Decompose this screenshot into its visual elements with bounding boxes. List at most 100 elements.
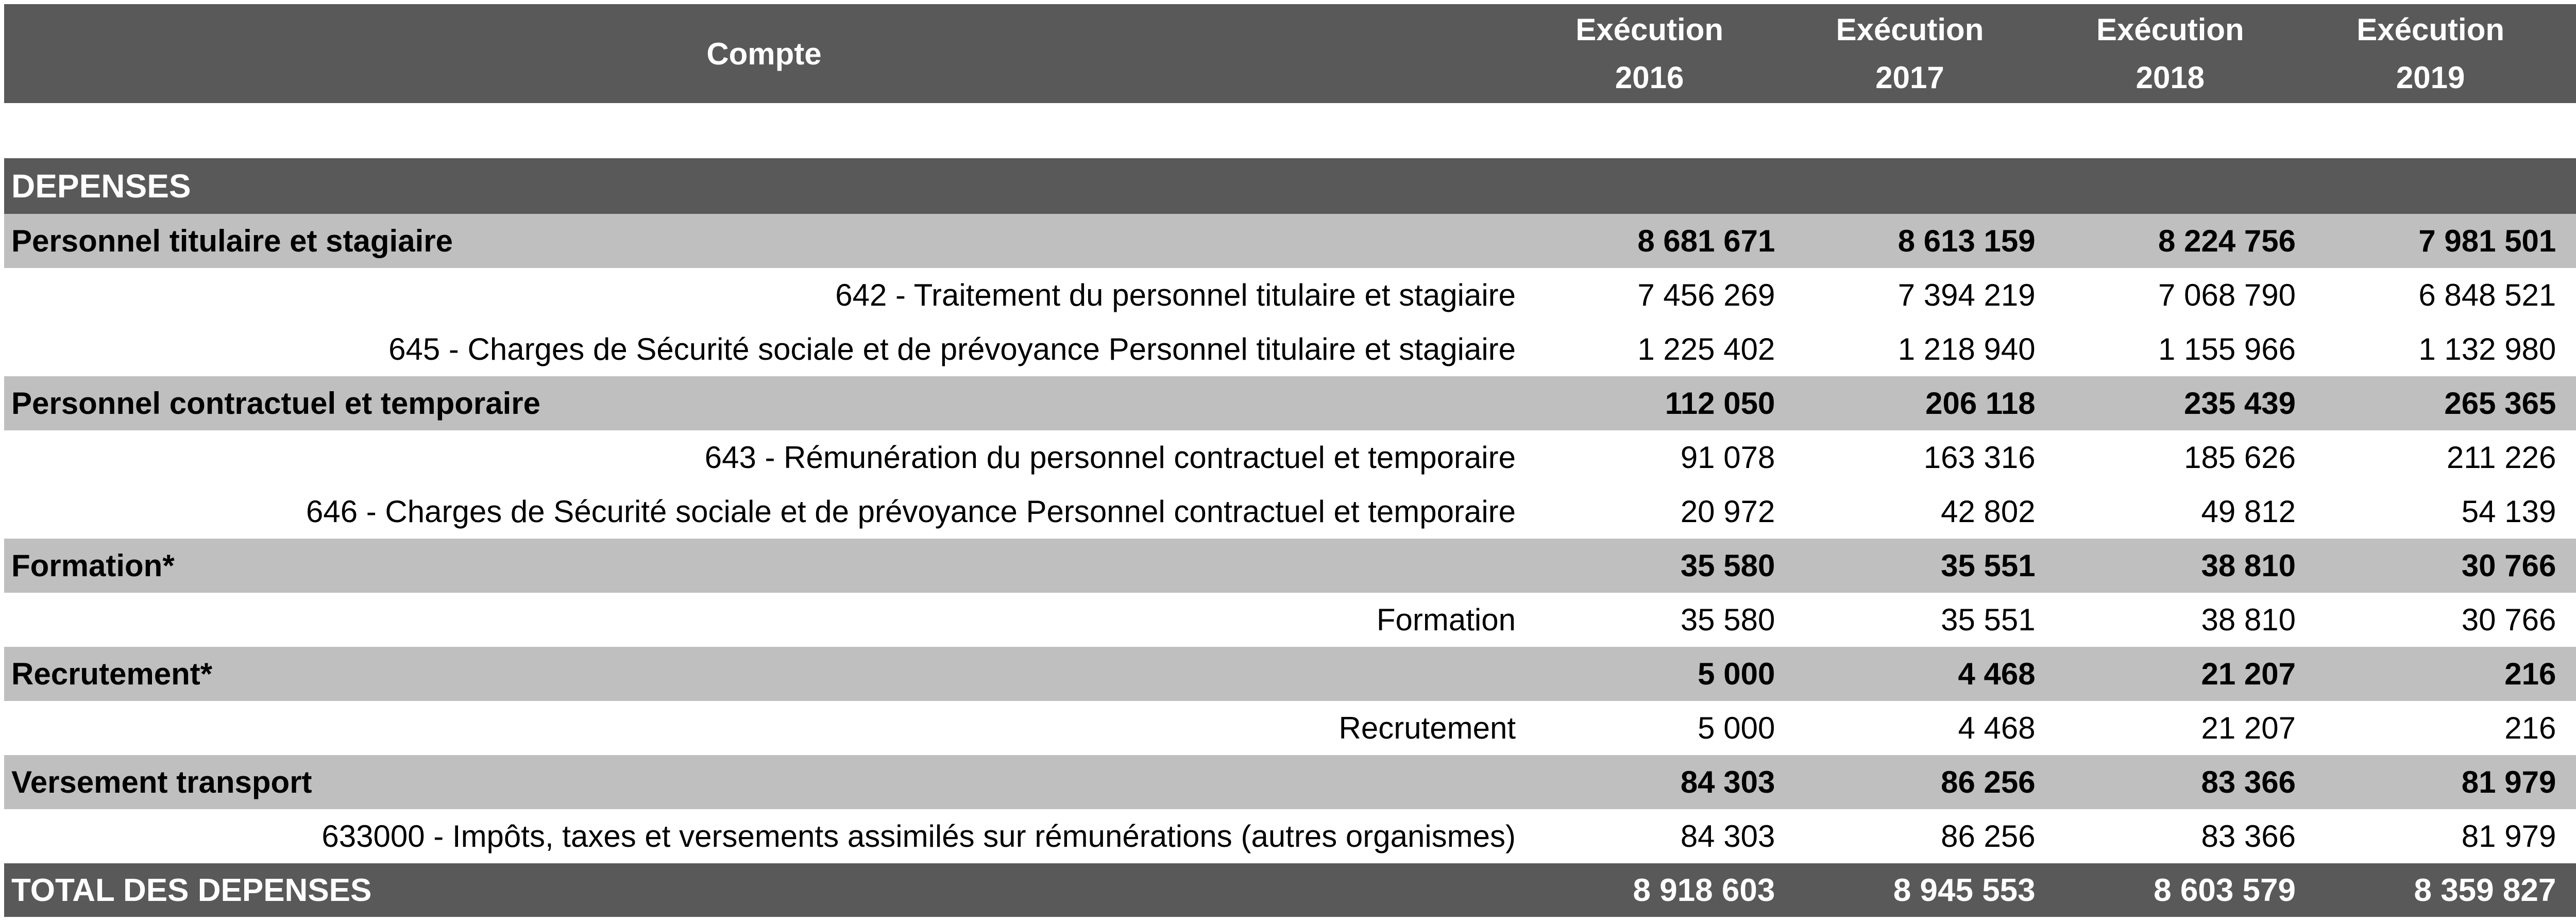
cell-value: 35 580: [1680, 603, 1775, 637]
header-year: 2016: [1615, 60, 1684, 95]
row-label: Versement transport: [11, 765, 312, 799]
cell-value: 8 359 827: [2414, 872, 2556, 908]
cell-value: 30 766: [2461, 548, 2556, 583]
table-row: Personnel contractuel et temporaire 112 0…: [4, 376, 2576, 430]
cell-value: 49 812: [2201, 494, 2296, 529]
table-row: 645 - Charges de Sécurité sociale et de …: [4, 322, 2576, 376]
cell-value: 54 139: [2461, 494, 2556, 529]
cell-value: 6 891 745: [2565, 277, 2576, 313]
cell-value: 112 050: [1665, 386, 1775, 421]
cell-value: 8 877: [2565, 656, 2576, 692]
cell-value: 206 118: [1925, 386, 2036, 421]
header-year: 2018: [2136, 60, 2205, 95]
cell-value: 42 802: [1941, 494, 2036, 529]
cell-value: 7 456 269: [1637, 278, 1775, 312]
table-header-row: Compte Exécution 2016 Exécution 2017 Exécuti…: [4, 4, 2576, 103]
cell-value: 86 256: [1941, 765, 2036, 799]
header-line1: Exécution: [2096, 12, 2244, 47]
cell-value: 8 603 579: [2154, 872, 2296, 908]
header-year: 2019: [2396, 60, 2465, 95]
column-header-compte: Compte: [706, 36, 822, 71]
cell-value: 211 226: [2446, 440, 2556, 475]
row-label: 633000 - Impôts, taxes et versements ass…: [321, 819, 1516, 854]
table-body: DEPENSES Personnel titulaire et stagiaire…: [4, 158, 2576, 917]
cell-value: 234 884: [2565, 386, 2576, 421]
table-row: 633000 - Impôts, taxes et versements ass…: [4, 809, 2576, 863]
row-label: 643 - Rémunération du personnel contract…: [704, 440, 1516, 475]
row-label: Personnel titulaire et stagiaire: [11, 224, 453, 258]
row-label: 642 - Traitement du personnel titulaire …: [835, 278, 1516, 312]
cell-value: 8 877: [2565, 710, 2576, 746]
cell-value: 84 303: [1680, 765, 1775, 799]
cell-value: 24 369: [2565, 602, 2576, 638]
table-row: 646 - Charges de Sécurité sociale et de …: [4, 484, 2576, 539]
cell-value: 1 225 402: [1637, 332, 1775, 366]
cell-value: 186 472: [2565, 440, 2576, 475]
cell-value: 30 766: [2461, 603, 2556, 637]
column-header-execution-2016: Exécution 2016: [1524, 6, 1784, 102]
cell-value: 84 190: [2565, 764, 2576, 800]
row-label: Recrutement*: [11, 657, 213, 691]
cell-value: 81 979: [2461, 819, 2556, 854]
header-gap: [4, 103, 2576, 158]
cell-value: 21 207: [2201, 657, 2296, 691]
cell-value: 20 972: [1680, 494, 1775, 529]
header-year: 2017: [1875, 60, 1944, 95]
cell-value: 8 918 603: [1633, 872, 1775, 908]
cell-value: 8 681 671: [1637, 224, 1775, 258]
cell-value: 8 402 134: [2565, 872, 2576, 909]
row-label: Formation*: [11, 548, 175, 583]
cell-value: 83 366: [2201, 765, 2296, 799]
cell-value: 91 078: [1680, 440, 1775, 475]
cell-value: 8 945 553: [1893, 872, 2036, 908]
row-label: Personnel contractuel et temporaire: [11, 386, 540, 421]
row-label: TOTAL DES DEPENSES: [11, 872, 372, 908]
cell-value: 163 316: [1923, 440, 2036, 475]
header-line1: Exécution: [2357, 12, 2505, 47]
cell-value: 7 394 219: [1897, 278, 2036, 312]
column-header-execution-2020: Exécution2020: [2565, 6, 2576, 102]
cell-value: 84 303: [1680, 819, 1775, 854]
cell-value: 1 218 940: [1897, 332, 2036, 366]
column-header-execution-2018: Exécution 2018: [2045, 6, 2305, 102]
cell-value: 8 224 756: [2158, 224, 2296, 258]
cell-value: 185 626: [2184, 440, 2296, 475]
table-row: 643 - Rémunération du personnel contract…: [4, 430, 2576, 484]
cell-value: 38 810: [2201, 603, 2296, 637]
cell-value: 235 439: [2184, 386, 2296, 421]
cell-value: 86 256: [1941, 819, 2036, 854]
cell-value: 8 049 814: [2565, 223, 2576, 259]
cell-value: 35 551: [1941, 548, 2036, 583]
row-label: 646 - Charges de Sécurité sociale et de …: [306, 494, 1516, 529]
cell-value: 1 158 069: [2565, 331, 2576, 367]
table-row: Versement transport 84 303 86 256 83 366 81 …: [4, 755, 2576, 809]
column-header-execution-2017: Exécution 2017: [1784, 6, 2044, 102]
cell-value: 1 132 980: [2418, 332, 2556, 366]
header-line1: Exécution: [1575, 12, 1724, 47]
cell-value: 6 848 521: [2418, 278, 2556, 312]
column-header-execution-2019: Exécution 2019: [2305, 6, 2565, 102]
row-label: 645 - Charges de Sécurité sociale et de …: [388, 332, 1516, 366]
cell-value: 24 369: [2565, 548, 2576, 583]
cell-value: 48 412: [2565, 494, 2576, 529]
cell-value: 4 468: [1958, 711, 2036, 745]
cell-value: 5 000: [1698, 711, 1775, 745]
row-label: Recrutement: [1338, 711, 1516, 745]
row-label: DEPENSES: [11, 168, 191, 205]
cell-value: 4 468: [1958, 657, 2036, 691]
header-line1: Exécution: [1836, 12, 1984, 47]
cell-value: 84 190: [2565, 818, 2576, 854]
cell-value: 7 981 501: [2418, 224, 2556, 258]
cell-value: 7 068 790: [2158, 278, 2296, 312]
cell-value: 81 979: [2461, 765, 2556, 799]
cell-value: 216: [2504, 711, 2556, 745]
cell-value: 38 810: [2201, 548, 2296, 583]
cell-value: 35 551: [1941, 603, 2036, 637]
cell-value: 1 155 966: [2158, 332, 2296, 366]
cell-value: 5 000: [1698, 657, 1775, 691]
cell-value: 265 365: [2444, 386, 2556, 421]
